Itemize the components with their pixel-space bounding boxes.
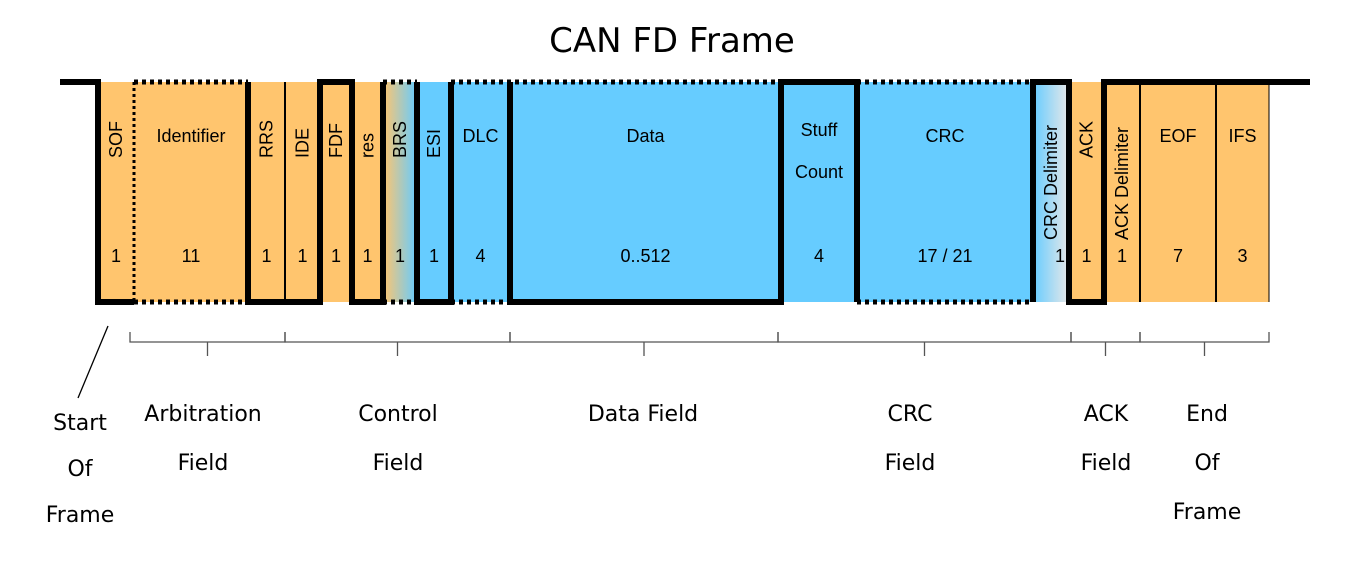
field-bits-esi: 1: [429, 246, 439, 266]
field-box-crc-delimiter: [1033, 82, 1069, 302]
field-name-esi: ESI: [424, 129, 444, 158]
field-name-ack: ACK: [1077, 121, 1097, 158]
group-label-end-of-frame-line-1: Of: [1194, 451, 1220, 476]
field-box-ifs: [1216, 82, 1269, 302]
field-box-brs: [383, 82, 417, 302]
group-label-ack-field-line-0: ACK: [1084, 402, 1129, 427]
field-name-crc-delimiter: CRC Delimiter: [1041, 125, 1061, 240]
brace-end-of-frame: [1139, 332, 1270, 356]
brace-ack-field: [1070, 332, 1141, 356]
field-box-stuff-count: [781, 82, 857, 302]
field-name-stuff-count-line-0: Stuff: [801, 120, 839, 140]
group-label-end-of-frame-line-2: Frame: [1173, 500, 1242, 525]
field-name-dlc: DLC: [462, 126, 498, 146]
field-name-stuff-count-line-1: Count: [795, 162, 843, 182]
field-texts: SOF1Identifier11RRS1IDE1FDF1res1BRS1ESI1…: [106, 120, 1257, 266]
field-bits-eof: 7: [1173, 246, 1183, 266]
field-name-brs: BRS: [390, 121, 410, 158]
field-bits-sof: 1: [111, 246, 121, 266]
field-box-data: [510, 82, 781, 302]
field-bits-ide: 1: [297, 246, 307, 266]
field-name-eof: EOF: [1159, 126, 1196, 146]
field-name-ide: IDE: [293, 128, 313, 158]
field-bits-res: 1: [362, 246, 372, 266]
field-bits-identifier: 11: [182, 246, 201, 266]
field-box-sof: [98, 82, 134, 302]
group-label-start-of-frame-line-1: Of: [67, 457, 93, 482]
sof-pointer-line: [77, 325, 109, 399]
field-name-fdf: FDF: [326, 123, 346, 158]
group-label-data-field-line-0: Data Field: [588, 402, 698, 427]
field-box-dlc: [451, 82, 510, 302]
field-bits-rrs: 1: [261, 246, 271, 266]
group-labels: Start Of Frame Arbitration Field Control Field…: [46, 402, 1242, 528]
group-label-control-field-line-0: Control: [358, 402, 438, 427]
field-box-fdf: [320, 82, 352, 302]
field-bits-stuff-count: 4: [814, 246, 824, 266]
field-bits-crc: 17 / 21: [917, 246, 972, 266]
field-name-ifs: IFS: [1228, 126, 1256, 146]
field-bits-ack-delimiter: 1: [1117, 246, 1127, 266]
group-label-arbitration-field-line-0: Arbitration: [144, 402, 261, 427]
field-box-ide: [285, 82, 320, 302]
field-bits-ifs: 3: [1237, 246, 1247, 266]
field-name-crc: CRC: [926, 126, 965, 146]
group-label-crc-field-line-1: Field: [885, 451, 936, 476]
group-label-control-field-line-1: Field: [373, 451, 424, 476]
field-box-identifier: [134, 82, 248, 302]
brace-data-field: [509, 332, 779, 356]
field-name-data: Data: [626, 126, 665, 146]
field-bits-ack: 1: [1081, 246, 1091, 266]
field-name-identifier: Identifier: [156, 126, 225, 146]
brace-control-field: [284, 332, 511, 356]
field-box-res: [352, 82, 383, 302]
field-box-ack: [1069, 82, 1104, 302]
field-box-rrs: [248, 82, 285, 302]
group-label-arbitration-field-line-1: Field: [178, 451, 229, 476]
signal-waveform: [60, 79, 1310, 305]
group-label-ack-field-line-1: Field: [1081, 451, 1132, 476]
field-name-res: res: [358, 133, 378, 158]
field-bits-brs: 1: [395, 246, 405, 266]
field-boxes: [98, 82, 1269, 302]
field-box-ack-delimiter: [1104, 82, 1140, 302]
field-name-rrs: RRS: [257, 120, 277, 158]
group-label-crc-field-line-0: CRC: [888, 402, 933, 427]
brace-crc-field: [777, 332, 1072, 356]
field-name-sof: SOF: [106, 121, 126, 158]
diagram-title: CAN FD Frame: [549, 21, 795, 61]
field-box-esi: [417, 82, 451, 302]
group-label-end-of-frame-line-0: End: [1186, 402, 1228, 427]
group-braces: [77, 325, 1270, 399]
field-box-eof: [1140, 82, 1216, 302]
group-label-start-of-frame-line-2: Frame: [46, 503, 115, 528]
brace-arbitration-field: [129, 332, 286, 356]
field-box-crc: [857, 82, 1033, 302]
field-bits-dlc: 4: [475, 246, 485, 266]
field-bits-fdf: 1: [331, 246, 341, 266]
field-bits-data: 0..512: [620, 246, 670, 266]
field-name-ack-delimiter: ACK Delimiter: [1112, 127, 1132, 240]
group-label-start-of-frame-line-0: Start: [53, 411, 107, 436]
field-bits-crc-delimiter: 1: [1055, 246, 1065, 266]
